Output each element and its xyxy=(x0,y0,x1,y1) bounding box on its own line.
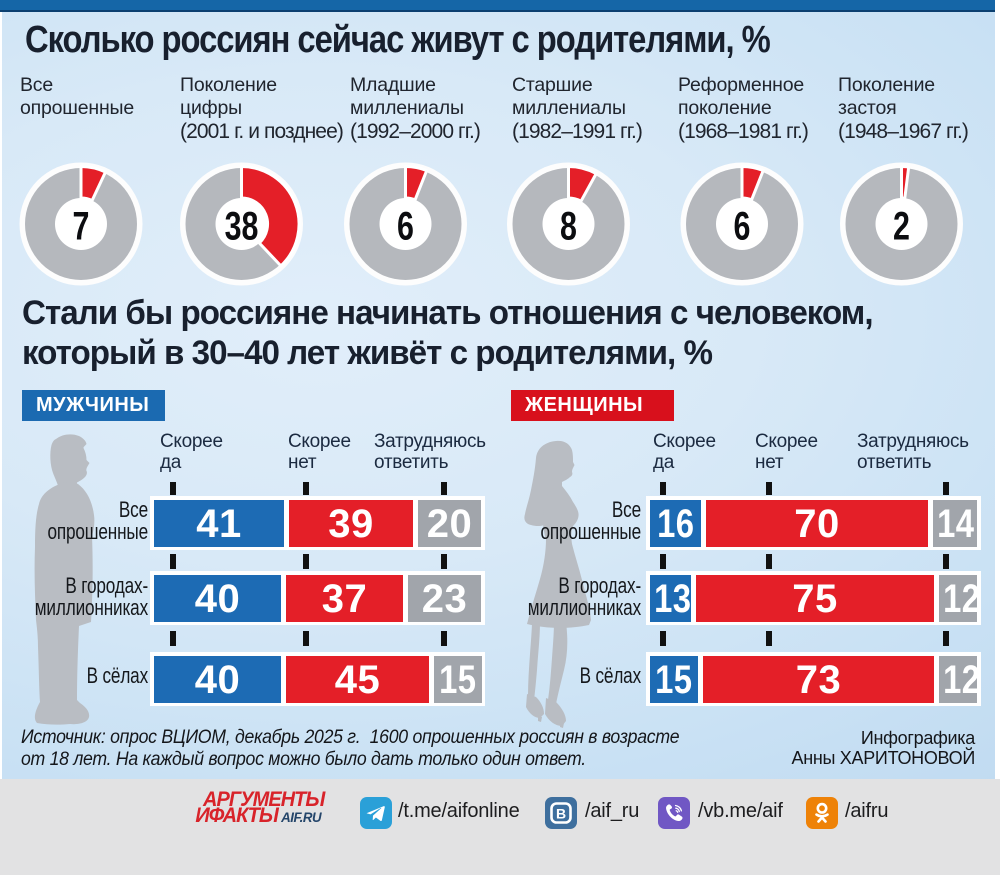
svg-text:6: 6 xyxy=(734,203,751,248)
svg-text:38: 38 xyxy=(225,203,259,248)
svg-text:8: 8 xyxy=(560,203,577,248)
svg-text:В: В xyxy=(556,806,566,822)
svg-text:7: 7 xyxy=(73,203,90,248)
svg-text:2: 2 xyxy=(893,203,910,248)
svg-text:6: 6 xyxy=(397,203,414,248)
